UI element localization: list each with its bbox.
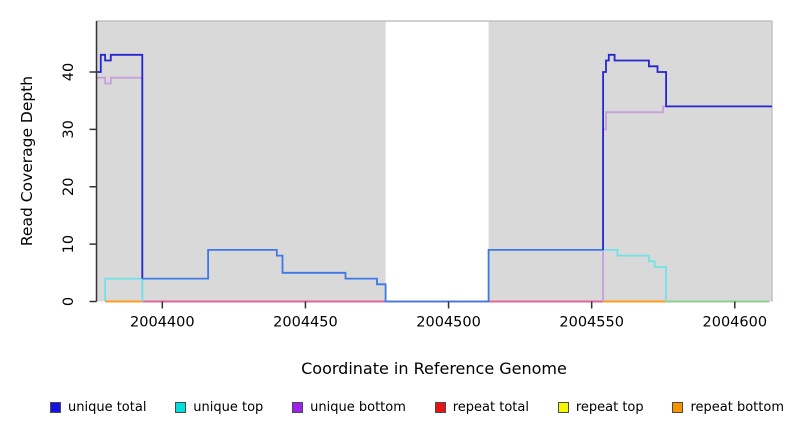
- x-tick-label: 2004600: [703, 315, 768, 331]
- y-tick-label: 40: [61, 63, 77, 81]
- x-tick-label: 2004500: [416, 315, 481, 331]
- legend-item-unique-bottom: unique bottom: [292, 400, 406, 415]
- legend-label: unique bottom: [310, 400, 406, 415]
- coverage-depth-chart: 0 10 20 30 40 2004400 2004450 2004500 2004550 200…: [18, 20, 773, 378]
- x-tick-label: 2004550: [559, 315, 624, 331]
- plot-background: [96, 20, 773, 302]
- axes-layer: 0 10 20 30 40 2004400 2004450 2004500 2004550 200…: [61, 21, 767, 331]
- unique-total-line-1: [142, 249, 604, 303]
- legend-label: repeat total: [452, 400, 529, 415]
- legend: unique total unique top unique bottom repea…: [50, 400, 784, 415]
- legend-item-repeat-top: repeat top: [557, 400, 644, 415]
- y-axis-label: Read Coverage Depth: [18, 76, 36, 246]
- x-tick-label: 2004400: [130, 315, 195, 331]
- x-axis-label: Coordinate in Reference Genome: [301, 359, 567, 378]
- unique-total-line-0: [96, 53, 144, 279]
- legend-swatch-icon: [434, 402, 446, 413]
- y-tick-label: 10: [61, 235, 77, 253]
- legend-swatch-icon: [672, 402, 684, 413]
- legend-item-unique-total: unique total: [50, 400, 146, 415]
- legend-label: unique total: [68, 400, 147, 415]
- legend-item-unique-top: unique top: [175, 400, 263, 415]
- legend-swatch-icon: [175, 402, 187, 413]
- y-tick-label: 20: [61, 178, 77, 196]
- data-series-layer: [96, 53, 772, 303]
- unique-top-line-1: [603, 249, 667, 302]
- legend-swatch-icon: [50, 402, 61, 413]
- legend-swatch-icon: [557, 402, 569, 413]
- legend-label: repeat top: [575, 400, 644, 415]
- y-tick-label: 0: [61, 297, 77, 306]
- coverage-gap-region: [385, 21, 489, 302]
- unique-total-line-2: [602, 53, 772, 250]
- legend-label: repeat bottom: [690, 400, 784, 415]
- legend-label: unique top: [193, 400, 264, 415]
- legend-item-repeat-total: repeat total: [434, 400, 529, 415]
- unique-top-line-0: [104, 277, 144, 302]
- x-tick-label: 2004450: [273, 315, 338, 331]
- legend-item-repeat-bottom: repeat bottom: [672, 400, 784, 415]
- legend-swatch-icon: [292, 402, 304, 413]
- y-tick-label: 30: [61, 120, 77, 138]
